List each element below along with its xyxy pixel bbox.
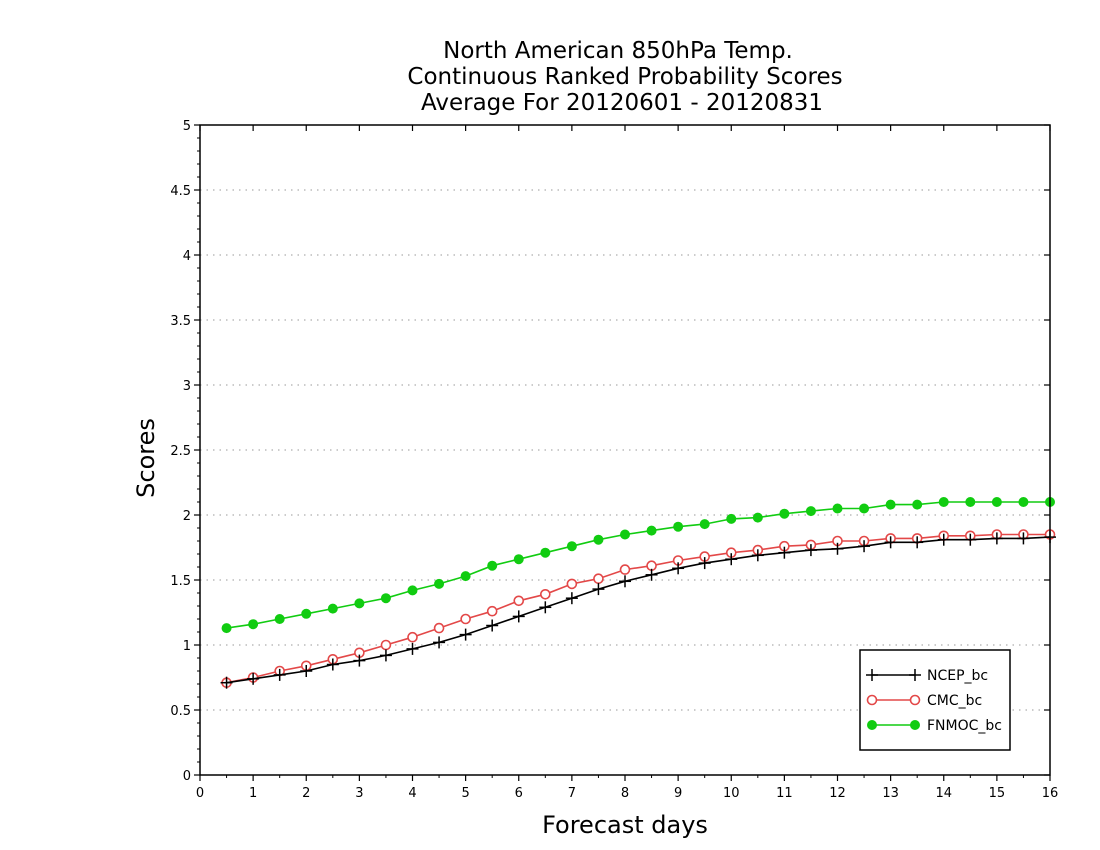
data-point-fnmoc-bc: [301, 608, 312, 619]
y-tick-label: 0: [183, 769, 191, 784]
y-tick-label: 0.5: [170, 704, 191, 719]
series-ncep-bc: [220, 531, 1056, 689]
data-point-cmc-bc: [407, 631, 418, 643]
x-tick-label: 3: [355, 786, 363, 801]
data-point-fnmoc-bc: [699, 519, 710, 530]
data-point-fnmoc-bc: [646, 525, 657, 536]
data-point-cmc-bc: [540, 588, 551, 600]
x-tick-label: 14: [935, 786, 952, 801]
x-tick-label: 12: [829, 786, 846, 801]
legend-label-fnmoc-bc: FNMOC_bc: [927, 718, 1002, 734]
legend: NCEP_bc CMC_bc FNMOC_bc: [859, 649, 1011, 751]
data-point-fnmoc-bc: [938, 497, 949, 507]
y-tick-label: 4: [183, 249, 191, 264]
data-point-fnmoc-bc: [991, 497, 1002, 507]
legend-label-cmc-bc: CMC_bc: [927, 693, 982, 709]
data-point-fnmoc-bc: [460, 571, 471, 582]
data-point-fnmoc-bc: [513, 554, 524, 565]
y-tick-label: 2: [183, 509, 191, 524]
data-point-fnmoc-bc: [540, 547, 551, 558]
legend-marker-cmc-bc: [866, 694, 878, 706]
data-point-fnmoc-bc: [566, 541, 577, 552]
data-point-fnmoc-bc: [407, 585, 418, 596]
data-point-cmc-bc: [486, 605, 498, 617]
y-tick-label: 5: [183, 119, 191, 134]
chart-title-line-3: Average For 20120601 - 20120831: [421, 90, 823, 116]
data-point-fnmoc-bc: [380, 593, 391, 604]
data-point-fnmoc-bc: [221, 623, 232, 634]
x-tick-label: 4: [408, 786, 416, 801]
chart-title-line-2: Continuous Ranked Probability Scores: [407, 64, 842, 90]
y-tick-label: 1: [183, 639, 191, 654]
data-point-fnmoc-bc: [434, 578, 445, 589]
data-point-fnmoc-bc: [1018, 497, 1029, 507]
x-tick-label: 15: [989, 786, 1006, 801]
x-tick-label: 16: [1042, 786, 1059, 801]
data-point-cmc-bc: [593, 573, 604, 585]
data-point-fnmoc-bc: [832, 503, 843, 514]
y-tick-label: 1.5: [170, 574, 191, 589]
y-tick-label: 2.5: [170, 444, 191, 459]
x-tick-label: 2: [302, 786, 310, 801]
x-tick-label: 5: [461, 786, 469, 801]
x-tick-label: 9: [674, 786, 682, 801]
data-point-cmc-bc: [513, 595, 525, 607]
data-point-cmc-bc: [460, 613, 471, 625]
data-point-fnmoc-bc: [859, 503, 870, 514]
x-tick-label: 8: [621, 786, 629, 801]
legend-marker-fnmoc-bc: [910, 720, 920, 730]
x-tick-label: 11: [776, 786, 793, 801]
x-tick-label: 10: [723, 786, 740, 801]
data-point-cmc-bc: [566, 578, 578, 590]
x-axis-ticks: 0 1 2 3 4 5 6 7 8 9 10 11 12 13 14 15 16: [196, 125, 1058, 801]
data-point-fnmoc-bc: [248, 619, 259, 630]
data-point-fnmoc-bc: [487, 560, 498, 571]
x-tick-label: 0: [196, 786, 204, 801]
data-point-fnmoc-bc: [327, 603, 338, 614]
y-tick-label: 3: [183, 379, 191, 394]
data-point-fnmoc-bc: [779, 508, 790, 519]
legend-marker-fnmoc-bc: [867, 720, 877, 730]
y-tick-label: 3.5: [170, 314, 191, 329]
data-point-cmc-bc: [380, 639, 392, 651]
data-point-fnmoc-bc: [912, 499, 923, 510]
data-point-fnmoc-bc: [673, 521, 684, 532]
data-point-fnmoc-bc: [620, 529, 630, 540]
data-point-fnmoc-bc: [274, 614, 285, 624]
x-axis-label: Forecast days: [542, 811, 708, 839]
x-tick-label: 6: [515, 786, 523, 801]
y-tick-label: 4.5: [170, 184, 191, 199]
series-fnmoc-bc: [221, 497, 1055, 634]
x-tick-label: 7: [568, 786, 576, 801]
data-point-fnmoc-bc: [354, 598, 365, 609]
data-point-fnmoc-bc: [965, 497, 976, 507]
data-point-fnmoc-bc: [752, 512, 763, 523]
legend-label-ncep-bc: NCEP_bc: [927, 668, 988, 684]
x-tick-label: 1: [249, 786, 257, 801]
data-point-fnmoc-bc: [885, 499, 896, 510]
data-point-cmc-bc: [619, 564, 631, 575]
chart-title-line-1: North American 850hPa Temp.: [443, 38, 793, 64]
x-tick-label: 13: [882, 786, 899, 801]
data-point-fnmoc-bc: [805, 506, 816, 517]
data-point-fnmoc-bc: [593, 534, 604, 545]
chart-title: North American 850hPa Temp. Continuous R…: [407, 38, 842, 116]
series-lines: [220, 497, 1056, 689]
data-point-cmc-bc: [433, 622, 445, 634]
plot-frame: [199, 124, 1051, 776]
y-axis-label: Scores: [132, 418, 160, 498]
legend-marker-cmc-bc: [909, 694, 921, 706]
data-point-fnmoc-bc: [726, 513, 737, 524]
